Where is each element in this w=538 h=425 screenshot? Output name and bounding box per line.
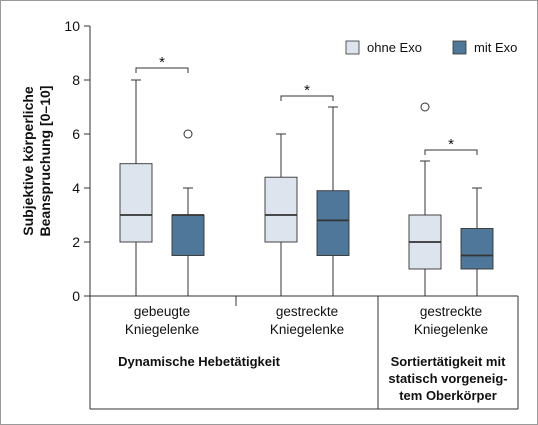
- y-axis-label-line-2: Beanspruchung [0–10]: [37, 86, 53, 237]
- legend-swatch-mit-exo: [452, 40, 467, 55]
- box-c2-s0-outlier-0: [420, 102, 430, 112]
- legend-label-ohne-exo: ohne Exo: [367, 40, 422, 55]
- category-label-2-line-1: Kniegelenke: [414, 322, 488, 337]
- significance-bracket-0: [135, 67, 189, 73]
- y-tick-label-4: 4: [72, 180, 80, 196]
- y-tick-label-10: 10: [64, 18, 80, 34]
- significance-bracket-2: [424, 149, 478, 155]
- group-label-1-line-0: Sortiertätigkeit mit: [391, 354, 507, 369]
- category-label-0-line-1: Kniegelenke: [125, 322, 199, 337]
- box-c0-s0-iqr: [119, 163, 153, 243]
- y-tick-label-2: 2: [72, 234, 80, 250]
- y-tick-label-0: 0: [72, 288, 80, 304]
- category-label-0-line-0: gebeugte: [134, 304, 190, 319]
- group-label-0-line-0: Dynamische Hebetätigkeit: [118, 354, 281, 369]
- box-c2-s1-iqr: [460, 228, 494, 270]
- box-c1-s0-iqr: [264, 176, 298, 243]
- box-c1-s1-iqr: [316, 190, 350, 256]
- legend-swatch-ohne-exo: [345, 40, 360, 55]
- y-tick-label-8: 8: [72, 72, 80, 88]
- y-tick-label-6: 6: [72, 126, 80, 142]
- chart-marks: 0 2 4 6 8 10 gebeugte Kniegelenke gestreckte Knie…: [64, 18, 519, 410]
- box-c0-s1-iqr: [171, 214, 205, 256]
- y-axis-label-line-1: Subjektive körperliche: [20, 86, 36, 236]
- legend-label-mit-exo: mit Exo: [474, 40, 517, 55]
- legend: ohne Exo mit Exo: [345, 40, 517, 55]
- box-c0-s1-outlier-0: [183, 129, 193, 139]
- group-label-1-line-1: statisch vorgeneig-: [388, 371, 507, 386]
- category-label-1-line-1: Kniegelenke: [270, 322, 344, 337]
- significance-marker-1: *: [304, 82, 310, 99]
- group-label-1-line-2: tem Oberkörper: [399, 388, 497, 403]
- category-label-1-line-0: gestreckte: [276, 304, 338, 319]
- significance-bracket-1: [280, 95, 334, 101]
- significance-marker-0: *: [159, 54, 165, 71]
- category-label-2-line-0: gestreckte: [420, 304, 482, 319]
- significance-marker-2: *: [448, 136, 454, 153]
